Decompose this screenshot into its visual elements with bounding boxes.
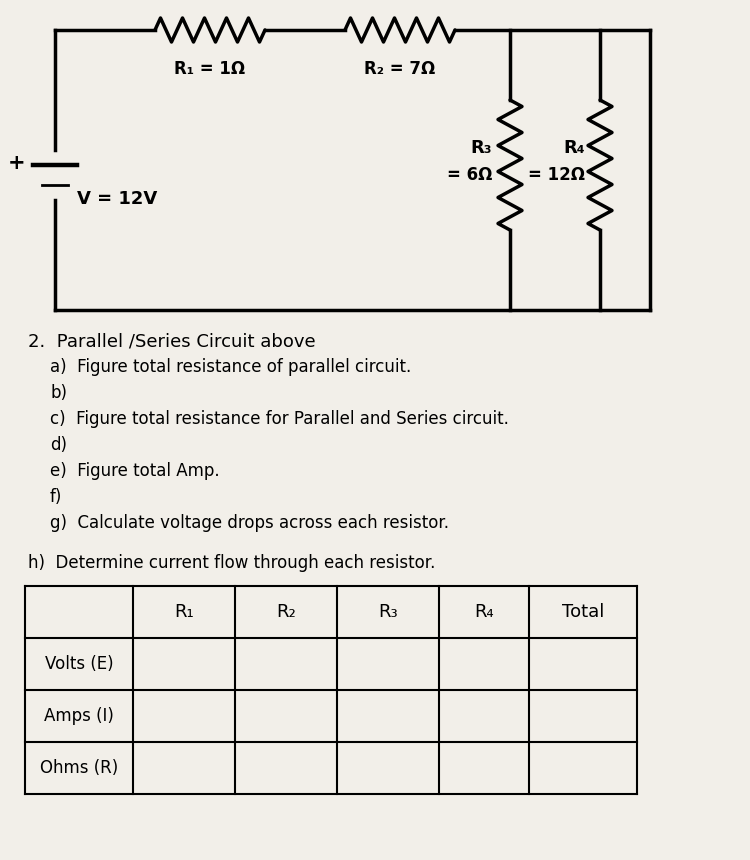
Text: b): b) — [50, 384, 67, 402]
Text: R₃: R₃ — [470, 139, 492, 157]
Text: g)  Calculate voltage drops across each resistor.: g) Calculate voltage drops across each r… — [50, 514, 449, 532]
Text: R₂ = 7Ω: R₂ = 7Ω — [364, 60, 436, 78]
Text: Ohms (R): Ohms (R) — [40, 759, 119, 777]
Text: R₄: R₄ — [474, 603, 494, 621]
Text: = 6Ω: = 6Ω — [447, 166, 492, 184]
Text: Amps (I): Amps (I) — [44, 707, 114, 725]
Text: e)  Figure total Amp.: e) Figure total Amp. — [50, 462, 220, 480]
Text: c)  Figure total resistance for Parallel and Series circuit.: c) Figure total resistance for Parallel … — [50, 410, 508, 428]
Text: h)  Determine current flow through each resistor.: h) Determine current flow through each r… — [28, 554, 435, 572]
Text: Total: Total — [562, 603, 604, 621]
Text: f): f) — [50, 488, 62, 506]
Text: R₁ = 1Ω: R₁ = 1Ω — [175, 60, 245, 78]
Text: R₃: R₃ — [378, 603, 398, 621]
Text: a)  Figure total resistance of parallel circuit.: a) Figure total resistance of parallel c… — [50, 358, 411, 376]
Text: V = 12V: V = 12V — [77, 190, 158, 208]
Text: 2.  Parallel /Series Circuit above: 2. Parallel /Series Circuit above — [28, 332, 316, 350]
Text: R₂: R₂ — [276, 603, 296, 621]
Text: R₁: R₁ — [174, 603, 194, 621]
Text: +: + — [8, 153, 25, 173]
Text: R₄: R₄ — [563, 139, 585, 157]
Text: = 12Ω: = 12Ω — [528, 166, 585, 184]
Text: d): d) — [50, 436, 67, 454]
Text: Volts (E): Volts (E) — [45, 655, 113, 673]
